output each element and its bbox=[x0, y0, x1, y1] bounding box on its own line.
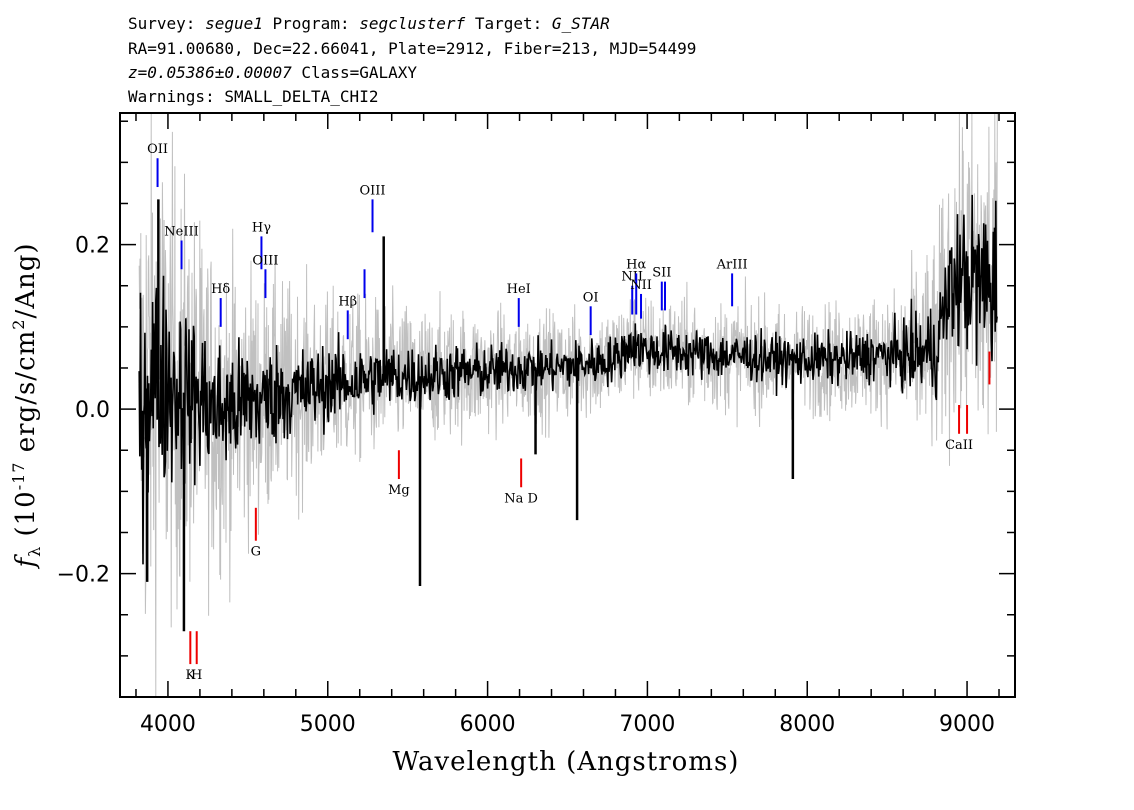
header-line-3: z=0.05386±0.00007 Class=GALAXY bbox=[128, 63, 417, 82]
absorption-line-label: H bbox=[191, 668, 202, 683]
emission-line-label: SII bbox=[652, 266, 671, 281]
x-axis-title: Wavelength (Angstroms) bbox=[393, 747, 740, 777]
survey-value: segue1 bbox=[205, 14, 263, 33]
axes: 4000 5000 6000 7000 8000 9000 −0.2 0.0 0.2 bbox=[57, 112, 1016, 737]
emission-line-label: NII bbox=[621, 270, 643, 285]
plot-frame bbox=[119, 112, 1016, 698]
x-tick-label: 7000 bbox=[619, 712, 675, 737]
emission-line-label: OIII bbox=[252, 253, 278, 268]
absorption-line-label: K bbox=[185, 668, 195, 683]
emission-line-label: NII bbox=[630, 278, 652, 293]
emission-line-label: HeI bbox=[507, 282, 531, 297]
absorption-line-label: Mg bbox=[388, 483, 410, 498]
x-tick-label: 5000 bbox=[300, 712, 356, 737]
program-value: segclusterf bbox=[359, 14, 466, 33]
class-value: Class=GALAXY bbox=[301, 63, 417, 82]
x-tick-label: 4000 bbox=[140, 712, 196, 737]
target-label: Target: bbox=[474, 14, 543, 33]
header-line-2: RA=91.00680, Dec=22.66041, Plate=2912, F… bbox=[128, 39, 697, 58]
spectrum-trace bbox=[138, 194, 998, 565]
emission-line-label: Hγ bbox=[252, 220, 271, 235]
spectrum-series bbox=[138, 194, 998, 632]
y-tick-label: −0.2 bbox=[57, 563, 110, 588]
x-tick-label: 8000 bbox=[779, 712, 835, 737]
emission-line-label: OII bbox=[147, 142, 168, 157]
absorption-line-label: G bbox=[251, 545, 261, 560]
survey-label: Survey: bbox=[128, 14, 196, 33]
absorption-line-label: CaII bbox=[945, 438, 973, 453]
emission-line-label: OI bbox=[583, 290, 599, 305]
emission-line-label: ArIII bbox=[716, 257, 748, 272]
absorption-line-label: Na D bbox=[504, 491, 538, 506]
svg-text:fλ (10-17 erg/s/cm2/Ang): fλ (10-17 erg/s/cm2/Ang) bbox=[9, 242, 44, 569]
header-warnings: Warnings: SMALL_DELTA_CHI2 bbox=[128, 87, 379, 106]
x-tick-label: 9000 bbox=[939, 712, 995, 737]
header-line-1: Survey: segue1 Program: segclusterf Targ… bbox=[128, 14, 610, 33]
target-value: G_STAR bbox=[551, 14, 610, 33]
emission-line-label: Hδ bbox=[211, 282, 230, 297]
emission-line-label: OIII bbox=[359, 183, 385, 198]
emission-line-label: Hβ bbox=[338, 294, 357, 309]
redshift-value: z=0.05386±0.00007 bbox=[128, 63, 292, 82]
spectral-line-markers: OIINeIIIHδHγOIIIHβOIIIHeIOINIIHαNIISIIAr… bbox=[147, 142, 991, 683]
emission-line-label: NeIII bbox=[164, 224, 198, 239]
x-tick-label: 6000 bbox=[460, 712, 516, 737]
y-tick-label: 0.0 bbox=[75, 398, 110, 423]
y-tick-label: 0.2 bbox=[75, 234, 110, 259]
program-label: Program: bbox=[272, 14, 350, 33]
y-axis-title: fλ (10-17 erg/s/cm2/Ang) bbox=[9, 242, 44, 569]
emission-line-label: Hα bbox=[626, 257, 646, 272]
